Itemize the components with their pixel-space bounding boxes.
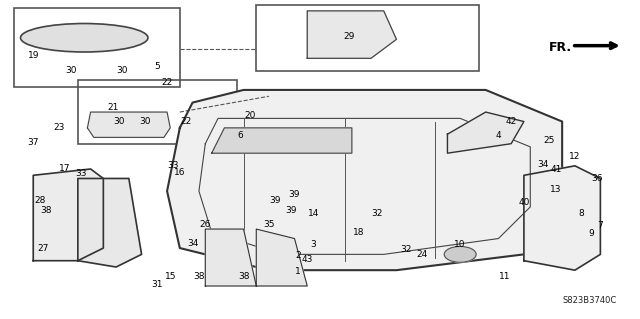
Text: 30: 30 [139,117,150,126]
Text: 39: 39 [289,190,300,199]
Polygon shape [205,229,256,286]
Text: 20: 20 [244,111,255,120]
Text: 10: 10 [454,241,466,249]
Bar [14,8,180,87]
Text: S823B3740C: S823B3740C [562,296,616,305]
Text: 40: 40 [518,198,529,207]
Text: 28: 28 [34,196,45,205]
Polygon shape [33,169,103,261]
Text: 32: 32 [401,245,412,254]
Text: 41: 41 [550,165,561,174]
Text: 23: 23 [53,123,65,132]
Text: 33: 33 [168,161,179,170]
Text: 14: 14 [308,209,319,218]
Text: FR.: FR. [548,41,572,54]
Text: 3: 3 [311,241,317,249]
Text: 21: 21 [108,103,118,112]
Text: 38: 38 [193,272,205,281]
Text: 38: 38 [238,272,250,281]
Text: 30: 30 [113,117,125,126]
Text: 6: 6 [237,131,243,140]
Text: 32: 32 [372,209,383,218]
Text: 22: 22 [180,117,192,126]
Text: 30: 30 [116,66,128,76]
Bar [78,80,237,144]
Text: 36: 36 [591,174,603,183]
Text: 25: 25 [544,136,555,145]
Text: 33: 33 [76,169,87,178]
Text: 42: 42 [506,117,516,126]
Text: 30: 30 [66,66,77,76]
Polygon shape [256,229,307,286]
Text: 7: 7 [598,221,604,230]
Text: 15: 15 [164,272,176,281]
Text: 11: 11 [499,272,511,281]
Text: 18: 18 [353,228,364,237]
Text: 34: 34 [187,239,198,248]
Polygon shape [524,166,600,270]
Text: 19: 19 [28,51,39,60]
Bar [256,4,479,71]
Text: 39: 39 [285,206,297,215]
Text: 29: 29 [343,32,355,41]
Polygon shape [212,128,352,153]
Text: 26: 26 [200,220,211,229]
Text: 1: 1 [295,267,301,276]
Text: 35: 35 [263,220,275,229]
Text: 39: 39 [269,196,281,205]
Polygon shape [307,11,396,58]
Text: 13: 13 [550,185,561,194]
Circle shape [444,247,476,262]
Text: 16: 16 [174,168,186,177]
Text: 43: 43 [301,255,313,263]
Text: 22: 22 [161,78,173,86]
Ellipse shape [20,24,148,52]
Text: 4: 4 [495,131,501,140]
Text: 12: 12 [569,152,580,161]
Text: 37: 37 [28,137,39,147]
Text: 9: 9 [588,229,594,238]
Text: 34: 34 [538,160,548,169]
Text: 8: 8 [579,209,584,218]
Text: 24: 24 [417,250,428,259]
Polygon shape [447,112,524,153]
Text: 31: 31 [152,280,163,289]
Text: 2: 2 [295,251,301,260]
Polygon shape [88,112,170,137]
Text: 38: 38 [40,206,52,215]
Text: 5: 5 [155,62,161,71]
Text: 27: 27 [37,243,49,253]
Text: 17: 17 [60,165,71,174]
Polygon shape [78,178,141,267]
Polygon shape [167,90,562,270]
